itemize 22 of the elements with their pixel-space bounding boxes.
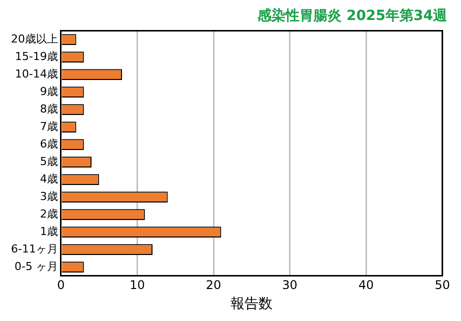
x-tick-label: 40 (358, 278, 374, 292)
y-tick-label: 10-14歳 (15, 67, 58, 80)
y-tick-label: 6歳 (40, 137, 58, 150)
y-tick-label: 15-19歳 (15, 50, 58, 63)
y-tick-label: 0-5 ヶ月 (14, 260, 58, 273)
y-tick-label: 7歳 (40, 120, 58, 133)
x-tick-label: 30 (282, 278, 298, 292)
y-tick-label: 9歳 (40, 84, 58, 98)
x-tick-label: 50 (434, 278, 450, 292)
y-tick-label: 5歳 (40, 154, 58, 168)
y-tick-label: 2歳 (40, 207, 58, 220)
y-tick-label: 4歳 (40, 172, 58, 186)
y-tick-label: 3歳 (40, 190, 58, 203)
x-tick-label: 10 (130, 278, 145, 292)
x-axis-title: 報告数 (230, 296, 273, 312)
y-tick-label: 6-11ヶ月 (11, 242, 58, 256)
x-tick-label: 0 (57, 278, 65, 292)
y-tick-label: 20歳以上 (10, 32, 58, 46)
y-tick-label: 1歳 (40, 224, 58, 238)
x-tick-label: 20 (206, 278, 222, 292)
chart-title: 感染性胃腸炎 2025年第34週 (256, 7, 448, 24)
y-tick-label: 8歳 (40, 102, 58, 116)
